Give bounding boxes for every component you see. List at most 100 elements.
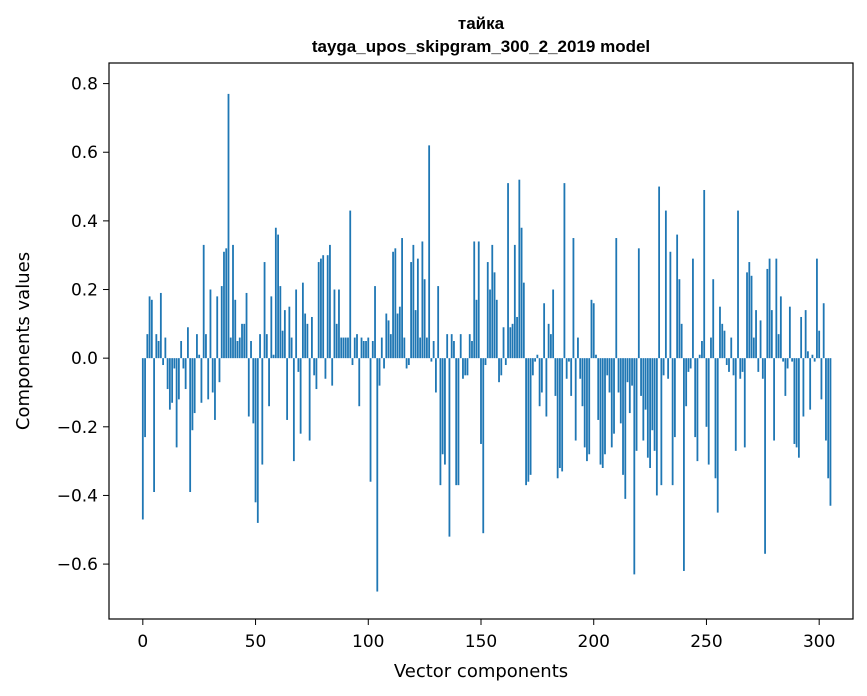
bar-161 (504, 358, 507, 366)
bar-43 (238, 337, 241, 359)
bar-100 (367, 337, 370, 359)
bar-52 (259, 334, 261, 359)
bar-255 (716, 358, 719, 513)
bar-208 (610, 358, 613, 448)
bar-234 (669, 251, 672, 359)
bar-126 (425, 337, 428, 359)
bar-282 (777, 334, 780, 359)
bar-114 (398, 306, 401, 359)
bar-170 (525, 358, 527, 486)
bar-93 (351, 358, 354, 366)
bar-297 (811, 354, 814, 359)
bar-154 (489, 289, 491, 359)
bar-133 (441, 358, 444, 455)
bar-254 (714, 358, 717, 479)
bar-262 (732, 358, 735, 376)
bar-227 (653, 358, 656, 451)
bar-295 (807, 351, 809, 359)
bar-222 (642, 358, 645, 441)
bar-102 (371, 341, 374, 359)
bar-286 (786, 358, 789, 369)
bar-9 (162, 358, 165, 366)
bar-78 (317, 262, 320, 359)
bar-69 (297, 358, 300, 372)
bar-39 (229, 337, 232, 359)
bar-108 (385, 313, 388, 359)
bar-25 (198, 354, 201, 359)
bar-11 (166, 358, 169, 390)
bar-83 (329, 244, 331, 359)
bar-174 (534, 358, 537, 362)
bar-115 (401, 238, 403, 359)
bar-267 (743, 358, 746, 448)
bar-276 (764, 358, 766, 554)
bar-68 (295, 289, 298, 359)
bar-19 (184, 358, 187, 390)
bar-253 (712, 279, 715, 359)
bar-152 (484, 358, 487, 366)
bar-86 (335, 323, 338, 359)
bar-269 (748, 262, 751, 359)
bar-232 (664, 210, 667, 359)
bar-106 (380, 337, 383, 359)
bar-172 (529, 358, 532, 475)
x-tick-label: 50 (245, 632, 267, 652)
x-axis: 0 50 100 150 200 250 300 (137, 619, 835, 652)
bar-131 (437, 286, 440, 359)
bar-206 (606, 358, 609, 376)
bar-177 (540, 358, 543, 393)
bar-125 (423, 279, 426, 359)
bar-60 (277, 234, 279, 359)
bar-182 (552, 289, 555, 359)
bar-32 (214, 358, 216, 420)
bar-150 (480, 358, 482, 444)
bar-142 (462, 358, 464, 379)
bar-80 (322, 255, 325, 359)
bar-195 (581, 358, 584, 407)
bar-10 (164, 337, 167, 359)
bar-230 (660, 358, 663, 486)
bar-17 (180, 341, 183, 359)
bar-219 (635, 358, 638, 451)
bar-263 (734, 358, 737, 451)
bar-85 (333, 289, 336, 359)
bar-138 (453, 341, 455, 359)
x-tick-label: 0 (137, 632, 148, 652)
bar-239 (680, 323, 683, 359)
bar-14 (173, 358, 176, 369)
bar-38 (227, 93, 230, 359)
bar-203 (599, 358, 602, 465)
bar-129 (432, 341, 435, 359)
bar-47 (247, 358, 250, 417)
bar-21 (189, 358, 192, 493)
bar-186 (561, 358, 564, 472)
bar-101 (369, 358, 372, 482)
bar-74 (308, 358, 311, 441)
bar-265 (739, 358, 742, 379)
bar-183 (554, 358, 557, 396)
bar-84 (331, 358, 334, 386)
bar-103 (374, 286, 376, 359)
bar-45 (243, 323, 246, 359)
bar-77 (315, 358, 318, 390)
bar-178 (543, 303, 546, 359)
bar-34 (218, 358, 221, 383)
bar-4 (150, 299, 153, 359)
bar-97 (360, 337, 363, 359)
bar-298 (813, 358, 816, 362)
y-tick-label: −0.6 (57, 555, 98, 575)
bar-160 (502, 327, 505, 359)
bar-159 (500, 358, 503, 376)
bar-271 (752, 337, 755, 359)
bar-274 (759, 320, 762, 359)
bar-196 (583, 358, 586, 448)
bar-284 (782, 358, 785, 362)
bar-215 (626, 358, 629, 383)
bar-58 (272, 354, 275, 359)
bar-61 (279, 286, 282, 359)
bar-213 (622, 358, 624, 475)
bar-181 (549, 334, 552, 359)
bar-26 (200, 358, 203, 403)
bar-59 (274, 227, 277, 359)
bar-225 (649, 358, 651, 468)
